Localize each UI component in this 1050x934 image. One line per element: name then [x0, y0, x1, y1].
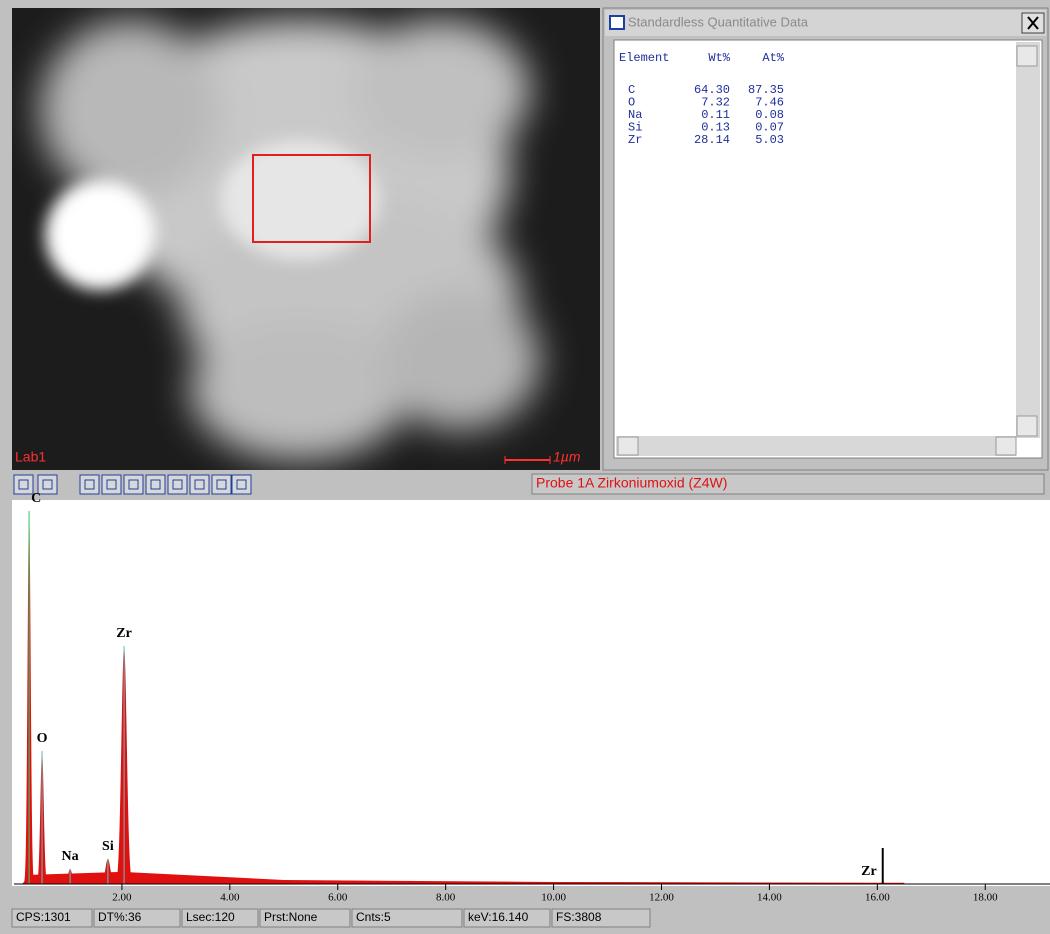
- scroll-up[interactable]: [1017, 46, 1037, 66]
- status-text: Lsec:120: [186, 910, 235, 924]
- peak-label: O: [37, 731, 48, 746]
- scroll-left[interactable]: [618, 437, 638, 455]
- peak-label: Si: [102, 839, 114, 854]
- column-header: Element: [619, 51, 669, 65]
- x-tick-label: 2.00: [112, 892, 132, 904]
- x-tick-label: 4.00: [220, 892, 240, 904]
- window-icon[interactable]: [610, 16, 624, 29]
- text-area: [614, 40, 1042, 458]
- table-cell: 28.14: [694, 133, 730, 147]
- scroll-down[interactable]: [1017, 416, 1037, 436]
- x-tick-label: 14.00: [757, 892, 782, 904]
- status-text: DT%:36: [98, 910, 142, 924]
- toolbar-button[interactable]: [190, 475, 209, 494]
- scroll-right[interactable]: [996, 437, 1016, 455]
- toolbar-button[interactable]: [146, 475, 165, 494]
- x-tick-label: 18.00: [973, 892, 998, 904]
- status-cells: CPS:1301 DT%:36 Lsec:120 Prst:None Cnts:5 keV…: [12, 909, 650, 927]
- x-tick-label: 16.00: [865, 892, 890, 904]
- x-tick-label: 12.00: [649, 892, 674, 904]
- h-scrollbar[interactable]: [616, 436, 1016, 456]
- peak-label: C: [31, 491, 41, 506]
- status-text: FS:3808: [556, 910, 602, 924]
- toolbar-button[interactable]: [212, 475, 231, 494]
- status-text: CPS:1301: [16, 910, 71, 924]
- v-scrollbar[interactable]: [1016, 42, 1040, 438]
- window-title: Standardless Quantitative Data: [628, 14, 809, 29]
- toolbar-button[interactable]: [168, 475, 187, 494]
- image-label: Lab1: [15, 449, 46, 465]
- toolbar: Probe 1A Zirkoniumoxid (Z4W): [0, 471, 1050, 499]
- scale-bar-label: 1µm: [553, 449, 581, 465]
- edx-window: Lab1 1µm Standardless Quantitative Data …: [0, 0, 1050, 929]
- spectrum-area: [12, 500, 1050, 886]
- marker-label: Zr: [861, 864, 877, 879]
- toolbar-button[interactable]: [80, 475, 99, 494]
- x-tick-label: 6.00: [328, 892, 348, 904]
- toolbar-button[interactable]: [102, 475, 121, 494]
- toolbar-button[interactable]: [232, 475, 251, 494]
- table-cell: Zr: [628, 133, 642, 147]
- quant-window: Standardless Quantitative Data Element Wt…: [603, 8, 1048, 470]
- sample-name: Probe 1A Zirkoniumoxid (Z4W): [536, 475, 727, 491]
- x-tick-label: 10.00: [541, 892, 566, 904]
- column-header: At%: [762, 51, 784, 65]
- status-text: Prst:None: [264, 910, 318, 924]
- sem-image: Lab1 1µm: [12, 8, 600, 470]
- peak-label: Na: [62, 849, 79, 864]
- status-text: Cnts:5: [356, 910, 391, 924]
- toolbar-button[interactable]: [124, 475, 143, 494]
- peak-label: Zr: [116, 626, 132, 641]
- toolbar-buttons: [14, 475, 251, 494]
- table-cell: 5.03: [755, 133, 784, 147]
- column-header: Wt%: [708, 51, 730, 65]
- status-text: keV:16.140: [468, 910, 529, 924]
- x-tick-label: 8.00: [436, 892, 456, 904]
